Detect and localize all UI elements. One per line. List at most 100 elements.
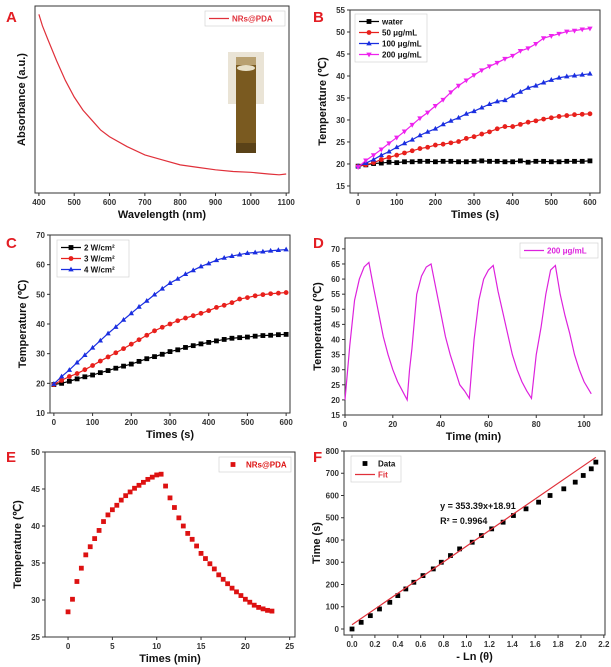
data-point	[358, 619, 364, 625]
data-point	[587, 158, 593, 164]
data-point	[92, 536, 98, 541]
data-point	[370, 153, 377, 159]
panel-e: E 0 5 10 15 20 25 25 30 35 40 45 50 Times (min) Temper…	[6, 448, 296, 665]
data-point	[456, 139, 461, 144]
data-point	[547, 493, 553, 498]
data-point	[221, 337, 227, 342]
data-point	[432, 125, 439, 131]
data-point	[275, 247, 282, 253]
data-point	[269, 608, 275, 614]
y-tick-label: 700	[326, 469, 340, 478]
data-point	[349, 626, 355, 632]
data-point	[541, 158, 546, 164]
data-point	[487, 158, 492, 164]
data-point	[159, 351, 165, 357]
x-axis-label: Time (min)	[446, 431, 502, 443]
data-point	[471, 108, 477, 114]
data-point	[588, 466, 594, 472]
series-0	[38, 14, 287, 176]
series-0	[344, 261, 592, 403]
data-point	[256, 605, 262, 610]
legend-label: 50 μg/mL	[382, 29, 417, 38]
y-tick-label: 50	[331, 305, 340, 314]
data-point	[533, 41, 539, 47]
data-point	[471, 73, 477, 79]
data-point	[564, 73, 570, 79]
data-point	[252, 249, 258, 255]
y-tick-label: 70	[36, 231, 45, 240]
data-point	[425, 144, 431, 150]
data-point	[154, 472, 160, 478]
series-3	[355, 26, 593, 170]
legend-marker	[366, 52, 372, 58]
series-line	[344, 261, 592, 403]
data-point	[267, 247, 274, 253]
x-axis-label: Times (s)	[146, 429, 194, 441]
data-point	[82, 367, 88, 373]
data-point	[97, 358, 103, 364]
data-point	[533, 158, 539, 164]
data-point	[123, 493, 129, 499]
data-point	[120, 316, 127, 322]
data-point	[65, 609, 71, 615]
data-point	[571, 72, 578, 78]
data-point	[66, 374, 72, 379]
data-point	[564, 29, 570, 35]
y-tick-label: 70	[331, 245, 340, 254]
y-tick-label: 65	[331, 260, 340, 269]
data-point	[78, 565, 84, 571]
data-point	[378, 152, 384, 158]
x-tick-label: 1100	[277, 198, 295, 207]
data-point	[440, 158, 446, 164]
data-point	[128, 361, 134, 367]
x-tick-label: 400	[202, 418, 216, 427]
data-point	[525, 46, 531, 52]
data-point	[457, 546, 463, 552]
data-point	[260, 248, 266, 254]
panel-b: B 0 100 200 300 400 500 600 15 20 25 30 35 40 45 50 55 Ti…	[313, 6, 601, 221]
data-point	[163, 483, 168, 489]
data-point	[533, 82, 539, 88]
data-point	[479, 131, 485, 137]
data-point	[89, 344, 96, 350]
x-tick-label: 0	[343, 420, 348, 429]
data-point	[409, 159, 415, 165]
data-point	[556, 31, 562, 37]
data-point	[268, 332, 274, 338]
data-point	[260, 606, 266, 612]
data-point	[517, 88, 524, 94]
data-point	[113, 324, 119, 329]
data-point	[198, 310, 204, 316]
y-tick-label: 500	[326, 514, 340, 523]
y-tick-label: 200	[326, 580, 340, 589]
data-point	[109, 507, 115, 513]
data-point	[440, 121, 446, 127]
x-tick-label: 800	[174, 198, 188, 207]
data-point	[234, 589, 239, 595]
legend-label: Fit	[378, 471, 388, 480]
y-tick-label: 55	[336, 6, 345, 15]
data-point	[74, 371, 80, 376]
data-point	[251, 602, 257, 608]
y-tick-label: 40	[36, 320, 45, 329]
data-point	[128, 341, 134, 347]
data-point	[409, 148, 415, 154]
data-point	[113, 365, 119, 371]
data-point	[479, 68, 485, 74]
data-point	[105, 512, 111, 518]
x-tick-label: 600	[103, 198, 117, 207]
data-point	[561, 486, 567, 492]
data-point	[456, 159, 461, 165]
data-point	[237, 335, 243, 341]
data-point	[144, 332, 150, 338]
x-tick-label: 300	[163, 418, 177, 427]
x-tick-label: 1.4	[507, 640, 519, 649]
data-point	[572, 158, 577, 164]
data-point	[190, 343, 196, 349]
data-point	[121, 363, 126, 369]
panel-label: B	[313, 9, 324, 26]
y-tick-label: 40	[31, 522, 40, 531]
legend-marker	[230, 462, 236, 467]
data-point	[136, 337, 142, 343]
y-tick-label: 15	[336, 182, 345, 191]
